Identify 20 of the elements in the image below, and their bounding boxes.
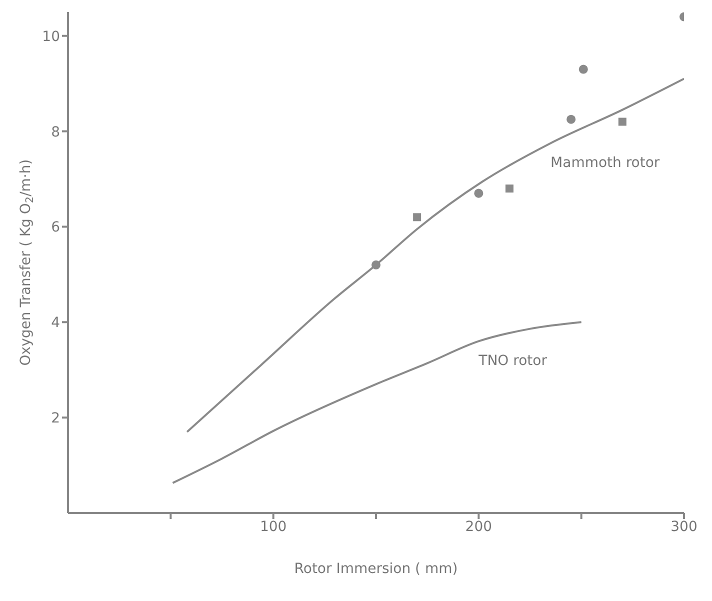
point (618, 118, 626, 126)
y-tick-label: 10 (42, 28, 60, 45)
y-tick-label: 2 (51, 410, 60, 427)
x-tick-label: 100 (260, 518, 287, 535)
point (505, 184, 514, 193)
line-series (172, 321, 582, 484)
x-axis-title: Rotor Immersion ( mm) (294, 561, 458, 577)
series-label: Mammoth rotor (550, 155, 660, 172)
point (578, 64, 588, 74)
point (371, 260, 381, 270)
point (474, 188, 484, 198)
point (413, 213, 422, 222)
y-tick-label: 8 (51, 124, 60, 140)
line-series (186, 78, 684, 433)
point (566, 114, 576, 124)
x-tick-label: 300 (670, 518, 698, 535)
series-label: TNO rotor (478, 353, 548, 370)
y-tick-label: 6 (51, 220, 60, 236)
x-tick-label: 200 (465, 518, 492, 535)
y-tick-label: 4 (51, 315, 60, 332)
